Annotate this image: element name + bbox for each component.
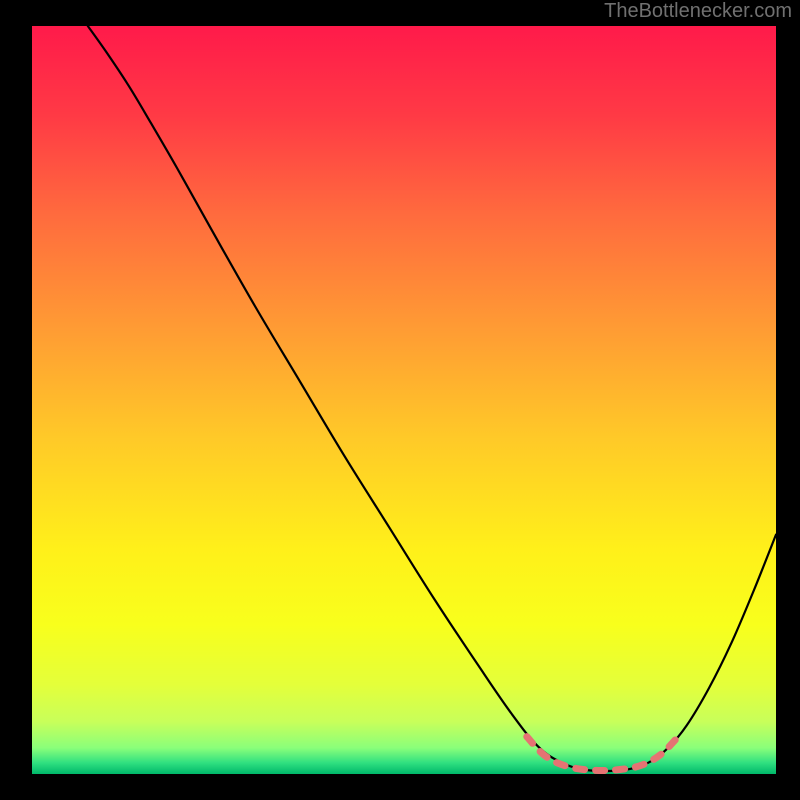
chart-container: TheBottlenecker.com xyxy=(0,0,800,800)
plot-background xyxy=(32,26,776,774)
watermark-text: TheBottlenecker.com xyxy=(604,0,792,23)
bottleneck-curve-chart xyxy=(0,0,800,800)
